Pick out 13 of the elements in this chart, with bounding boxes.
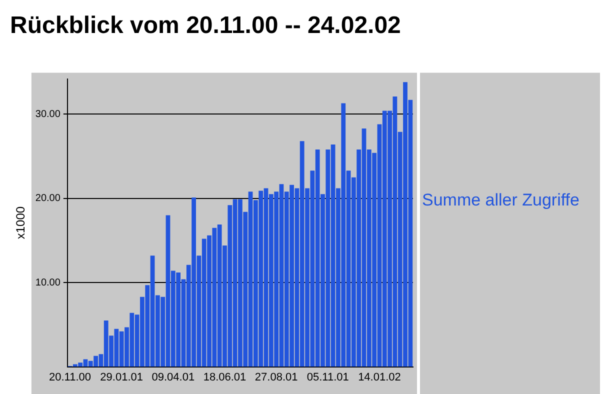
x-tick-label: 05.11.01 — [306, 371, 349, 384]
y-tick-label: 30.00 — [35, 108, 61, 120]
x-tick-label: 27.08.01 — [254, 371, 298, 384]
chart-title: Rückblick vom 20.11.00 -- 24.02.02 — [10, 12, 401, 40]
y-axis-title: x1000 — [14, 206, 28, 240]
x-tick-label: 09.04.01 — [152, 371, 195, 384]
x-tick-label: 18.06.01 — [203, 371, 246, 384]
series-label: Summe aller Zugriffe — [422, 190, 580, 210]
x-tick-label: 20.11.00 — [48, 371, 92, 384]
y-tick-label: 10.00 — [35, 277, 61, 288]
x-tick-label: 14.01.02 — [358, 371, 401, 384]
x-tick-label: 29.01.01 — [100, 371, 143, 384]
y-tick-label: 20.00 — [35, 193, 61, 204]
